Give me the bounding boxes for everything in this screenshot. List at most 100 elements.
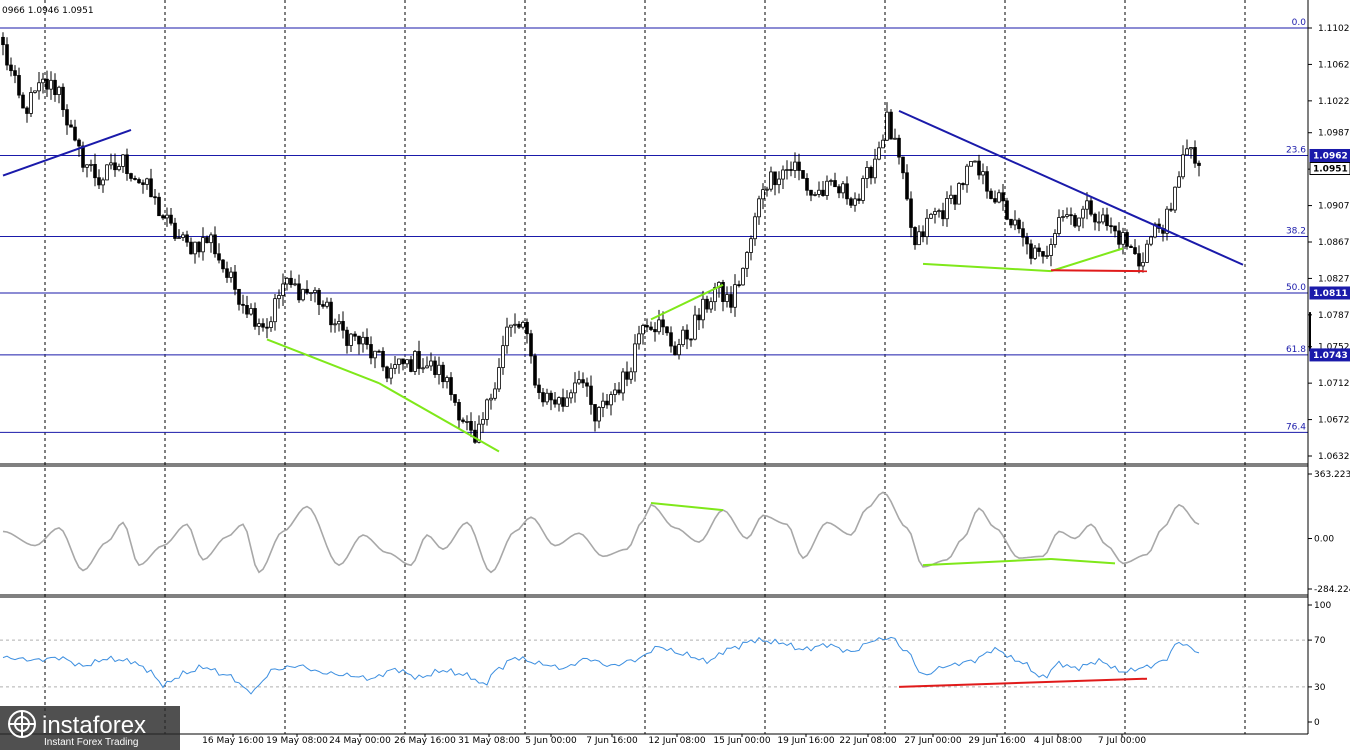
candle-body (1089, 200, 1093, 215)
candle-body (41, 78, 45, 84)
candle-body (617, 389, 621, 394)
price-scale-marker (1309, 312, 1311, 352)
candle-body (357, 335, 361, 345)
price-trend-line (650, 283, 724, 321)
candle-body (789, 169, 793, 171)
candle-body (785, 169, 789, 171)
candle-body (325, 301, 329, 307)
candle-body (1129, 245, 1133, 249)
candle-body (913, 227, 917, 246)
candle-body (761, 189, 765, 200)
candle-body (553, 399, 557, 405)
candle-body (833, 180, 837, 188)
candle-body (153, 196, 157, 199)
candle-body (645, 325, 649, 328)
candle-body (433, 360, 437, 375)
candle-body (1001, 192, 1005, 202)
candle-body (317, 289, 321, 305)
candle-body (1005, 200, 1009, 220)
price-axis-label: 1.0632 (1318, 452, 1350, 462)
candle-body (5, 44, 9, 66)
candle-body (681, 329, 685, 346)
price-tag-box (1309, 286, 1350, 300)
price-axis-label: 1.0907 (1318, 202, 1350, 212)
candle-body (497, 367, 501, 390)
candle-body (401, 358, 405, 365)
candle-body (1097, 221, 1101, 224)
candle-body (625, 371, 629, 380)
logo-emblem-icon (8, 710, 36, 738)
candle-body (809, 189, 813, 196)
candle-body (457, 402, 461, 421)
candle-body (477, 423, 481, 443)
price-trend-line (1050, 247, 1124, 273)
candle-body (873, 158, 877, 179)
cci-axis-label: 363.2239 (1314, 470, 1350, 480)
x-axis-tick-label: 12 Jun 08:00 (648, 736, 705, 746)
candle-body (933, 211, 937, 215)
candle-body (869, 167, 873, 179)
candle-body (1193, 147, 1197, 164)
candle-body (337, 321, 341, 325)
candle-body (1141, 262, 1145, 267)
candle-body (1033, 247, 1037, 259)
fibonacci-level-label: 50.0 (1286, 283, 1306, 293)
candle-body (1, 36, 5, 46)
candle-body (729, 294, 733, 308)
candle-body (901, 156, 905, 174)
candle-body (165, 214, 169, 219)
candle-body (121, 154, 125, 167)
rsi-axis-label: 100 (1314, 601, 1331, 611)
price-tag-box (1309, 348, 1350, 362)
x-axis-tick-label: 22 Jun 08:00 (839, 736, 896, 746)
candle-body (1185, 148, 1189, 156)
candle-body (669, 332, 673, 347)
candle-body (389, 367, 393, 379)
candle-body (793, 161, 797, 171)
candle-body (737, 284, 741, 287)
candle-body (233, 271, 237, 290)
candle-body (273, 298, 277, 323)
candle-body (89, 163, 93, 166)
candle-body (17, 75, 21, 96)
candle-body (957, 183, 961, 205)
candle-body (961, 183, 965, 186)
candle-body (1189, 147, 1193, 150)
candle-body (821, 189, 825, 196)
candle-body (581, 379, 585, 384)
candle-body (269, 321, 273, 328)
candle-body (997, 192, 1001, 203)
price-trend-line (2, 129, 132, 177)
x-axis-tick-label: 4 Jul 08:00 (1034, 736, 1083, 746)
price-trend-line (898, 109, 1244, 266)
x-axis-tick-label: 16 May 16:00 (202, 736, 264, 746)
candle-body (341, 321, 345, 331)
candle-body (1069, 214, 1073, 217)
candle-body (797, 161, 801, 171)
candle-body (1137, 253, 1141, 267)
candle-body (449, 377, 453, 395)
candle-body (13, 70, 17, 76)
candle-body (133, 178, 137, 180)
price-trend-line (922, 262, 1052, 273)
candle-body (641, 325, 645, 335)
candle-body (501, 345, 505, 368)
candle-body (917, 231, 921, 246)
candle-body (425, 365, 429, 369)
candle-body (945, 198, 949, 220)
candle-body (381, 350, 385, 368)
candle-body (397, 358, 401, 365)
fibonacci-level-label: 76.4 (1286, 422, 1306, 432)
price-axis-label: 1.0712 (1318, 379, 1350, 389)
candle-body (1029, 243, 1033, 259)
candle-body (405, 359, 409, 365)
candle-body (653, 329, 657, 333)
candle-body (33, 90, 37, 93)
candle-body (745, 252, 749, 269)
candle-body (113, 162, 117, 171)
candle-body (1081, 208, 1085, 219)
price-axis-label: 1.0752 (1318, 343, 1350, 353)
candle-body (237, 288, 241, 305)
price-tag-label: 1.0962 (1313, 151, 1348, 161)
candle-body (597, 407, 601, 422)
